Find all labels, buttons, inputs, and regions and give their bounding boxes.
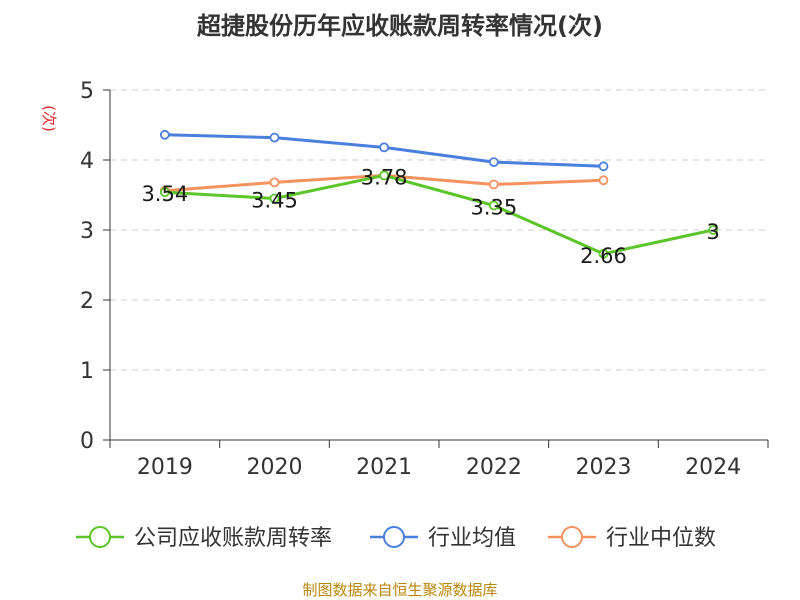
data-point xyxy=(379,142,390,153)
data-label: 3.35 xyxy=(470,196,517,220)
data-point xyxy=(159,187,170,198)
y-tick-label: 3 xyxy=(80,219,94,244)
legend-marker xyxy=(561,526,583,548)
y-tick-label: 1 xyxy=(80,359,94,384)
legend-label: 行业均值 xyxy=(428,526,516,551)
x-tick-label: 2020 xyxy=(247,455,303,480)
data-point xyxy=(708,225,719,235)
data-label: 3 xyxy=(706,220,719,244)
data-point xyxy=(488,157,499,168)
data-label: 3.45 xyxy=(251,189,298,213)
y-tick-label: 2 xyxy=(80,289,94,314)
x-tick-label: 2019 xyxy=(137,455,193,480)
data-point xyxy=(598,161,609,172)
legend-marker xyxy=(89,526,111,548)
data-point xyxy=(488,200,499,211)
data-point xyxy=(598,248,609,259)
data-point xyxy=(269,193,280,204)
data-point xyxy=(269,177,280,188)
y-tick-label: 5 xyxy=(80,79,94,104)
chart-title: 超捷股份历年应收账款周转率情况(次) xyxy=(197,12,603,40)
data-point xyxy=(379,170,390,181)
legend-label: 公司应收账款周转率 xyxy=(134,526,332,551)
data-label: 3.78 xyxy=(361,165,408,189)
x-tick-label: 2023 xyxy=(576,455,632,480)
data-point xyxy=(269,132,280,143)
data-source: 制图数据来自恒生聚源数据库 xyxy=(302,581,498,599)
legend-marker xyxy=(383,526,405,548)
data-point xyxy=(159,129,170,140)
data-point xyxy=(488,179,499,190)
data-point xyxy=(598,175,609,186)
data-label: 2.66 xyxy=(580,244,627,268)
y-tick-label: 0 xyxy=(80,429,94,454)
series-line xyxy=(164,173,714,256)
x-tick-label: 2021 xyxy=(356,455,412,480)
x-tick-label: 2022 xyxy=(466,455,522,480)
legend-label: 行业中位数 xyxy=(606,526,716,551)
y-tick-label: 4 xyxy=(80,149,94,174)
data-label: 3.54 xyxy=(141,182,188,206)
x-tick-label: 2024 xyxy=(685,455,741,480)
